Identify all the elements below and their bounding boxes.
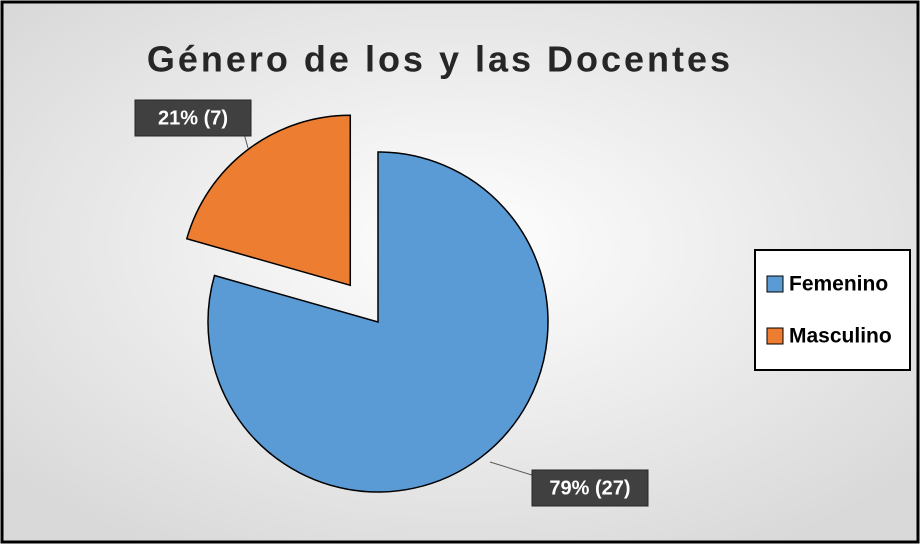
legend-label: Masculino xyxy=(789,325,892,348)
legend-label: Femenino xyxy=(789,273,888,296)
pie-slice xyxy=(185,114,352,287)
chart-title: Género de los y las Docentes xyxy=(147,39,733,80)
data-label-box xyxy=(531,469,649,507)
legend xyxy=(754,249,911,371)
leader-line xyxy=(489,461,536,477)
data-label-box xyxy=(134,99,252,137)
pie-slice xyxy=(207,151,549,493)
legend-swatch xyxy=(766,327,784,345)
data-label: 21% (7) xyxy=(158,107,228,129)
legend-swatch xyxy=(766,275,784,293)
data-label: 79% (27) xyxy=(549,477,630,499)
